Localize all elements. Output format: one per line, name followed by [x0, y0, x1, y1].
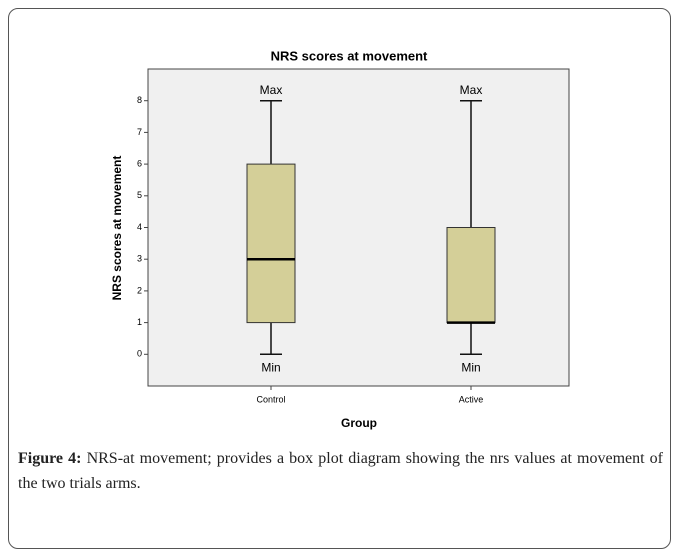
y-tick-label: 6 [137, 158, 142, 168]
max-label: Max [460, 83, 483, 97]
caption-label: Figure 4: [18, 450, 82, 467]
chart: NRS scores at movement Group NRS scores … [110, 48, 570, 430]
x-tick-label: Active [459, 394, 484, 404]
plot-area [147, 68, 570, 387]
y-tick-label: 5 [137, 190, 142, 200]
y-tick-label: 8 [137, 95, 142, 105]
box [446, 227, 496, 324]
x-axis-label: Group [341, 416, 377, 430]
x-tick-label: Control [256, 394, 285, 404]
y-tick-label: 4 [137, 222, 142, 232]
caption-text: NRS-at movement; provides a box plot dia… [18, 450, 664, 492]
min-label: Min [461, 360, 480, 374]
y-tick-label: 0 [137, 349, 142, 359]
y-tick-label: 2 [137, 285, 142, 295]
caption: Figure 4: NRS-at movement; provides a bo… [18, 446, 663, 496]
y-tick-label: 1 [137, 317, 142, 327]
y-tick-label: 3 [137, 254, 142, 264]
y-axis-label: NRS scores at movement [110, 156, 124, 301]
min-label: Min [261, 360, 280, 374]
max-label: Max [260, 83, 283, 97]
figure-frame [8, 8, 671, 549]
y-tick-label: 7 [137, 127, 142, 137]
box [246, 163, 296, 324]
chart-title: NRS scores at movement [271, 48, 428, 63]
